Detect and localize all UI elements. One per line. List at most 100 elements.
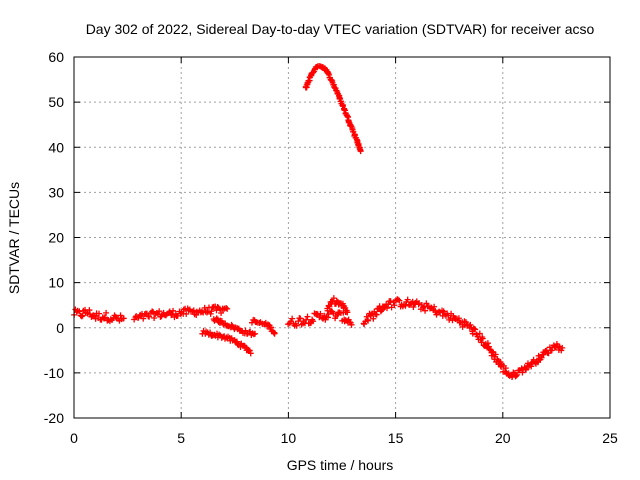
series-arc-9 (360, 296, 516, 381)
data-point (213, 315, 220, 322)
x-tick-label: 5 (177, 430, 185, 446)
series-arc-3 (199, 327, 254, 357)
y-tick-label: -20 (44, 410, 64, 426)
chart-title: Day 302 of 2022, Sidereal Day-to-day VTE… (86, 21, 595, 37)
y-tick-label: 0 (56, 320, 64, 336)
x-axis-label: GPS time / hours (287, 457, 394, 473)
series-arc-8 (302, 62, 364, 155)
data-point (170, 307, 177, 314)
data-point (297, 315, 304, 322)
data-point (100, 315, 107, 322)
data-point (404, 296, 411, 303)
data-point (149, 308, 156, 315)
data-point (101, 314, 108, 321)
data-point (140, 315, 147, 322)
series-arc-6 (285, 308, 355, 329)
x-tick-label: 15 (388, 430, 404, 446)
x-tick-label: 20 (495, 430, 511, 446)
data-point (224, 305, 231, 312)
data-point (252, 330, 259, 337)
data-point (107, 316, 114, 323)
data-point (385, 301, 392, 308)
data-point (96, 310, 103, 317)
data-point (208, 308, 215, 315)
data-point (472, 326, 479, 333)
data-point (103, 309, 110, 316)
x-tick-label: 10 (281, 430, 297, 446)
series-arc-10 (510, 341, 566, 380)
data-point (455, 315, 462, 322)
data-point (183, 310, 190, 317)
data-point (333, 297, 340, 304)
data-point (363, 313, 370, 320)
data-point (223, 305, 230, 312)
data-point (330, 295, 337, 302)
data-point (146, 313, 153, 320)
data-point (422, 307, 429, 314)
data-point (502, 365, 509, 372)
y-tick-label: 30 (48, 184, 64, 200)
data-point (492, 351, 499, 358)
data-point (78, 313, 85, 320)
data-point (310, 318, 317, 325)
data-point (271, 330, 278, 337)
data-point (303, 316, 310, 323)
data-point (168, 312, 175, 319)
data-point (368, 311, 375, 318)
y-tick-label: 50 (48, 94, 64, 110)
data-point (467, 321, 474, 328)
data-point (361, 321, 368, 328)
data-point (79, 312, 86, 319)
data-point (479, 335, 486, 342)
series-arc-2 (131, 303, 231, 323)
data-point (324, 307, 331, 314)
data-point (117, 312, 124, 319)
data-point (190, 307, 197, 314)
axis-ticks: 0 5 10 15 20 25 -20 -10 0 10 20 30 40 50 60 (44, 49, 618, 446)
data-point (431, 303, 438, 310)
data-point (310, 69, 317, 76)
data-point (396, 297, 403, 304)
data-point (423, 300, 430, 307)
data-point (462, 319, 469, 326)
data-point (328, 77, 335, 84)
data-point (395, 296, 402, 303)
data-point (246, 347, 253, 354)
data-point (538, 354, 545, 361)
data-point (420, 304, 427, 311)
y-tick-label: 40 (48, 139, 64, 155)
data-point (348, 321, 355, 328)
data-point (357, 148, 364, 155)
y-tick-label: 60 (48, 49, 64, 65)
y-axis-label: SDTVAR / TECUs (6, 182, 22, 294)
data-point (373, 311, 380, 318)
data-point (440, 308, 447, 315)
data-point (267, 324, 274, 331)
data-point (326, 303, 333, 310)
data-point (120, 315, 127, 322)
data-point (344, 309, 351, 316)
data-point (387, 298, 394, 305)
data-point (410, 303, 417, 310)
series-arc-5 (248, 316, 278, 337)
data-point (247, 350, 254, 357)
data-point (383, 305, 390, 312)
data-point (289, 315, 296, 322)
data-point (391, 302, 398, 309)
y-tick-label: -10 (44, 365, 64, 381)
data-point (370, 315, 377, 322)
x-tick-label: 0 (70, 430, 78, 446)
data-point (476, 330, 483, 337)
y-tick-label: 20 (48, 230, 64, 246)
data-point (317, 310, 324, 317)
x-tick-label: 25 (602, 430, 618, 446)
data-point (514, 371, 521, 378)
data-point (523, 366, 530, 373)
data-point (330, 310, 337, 317)
y-tick-label: 10 (48, 275, 64, 291)
series-arc-1 (71, 306, 127, 325)
data-point (304, 313, 311, 320)
series-arc-7 (324, 295, 351, 316)
data-points (71, 62, 566, 381)
